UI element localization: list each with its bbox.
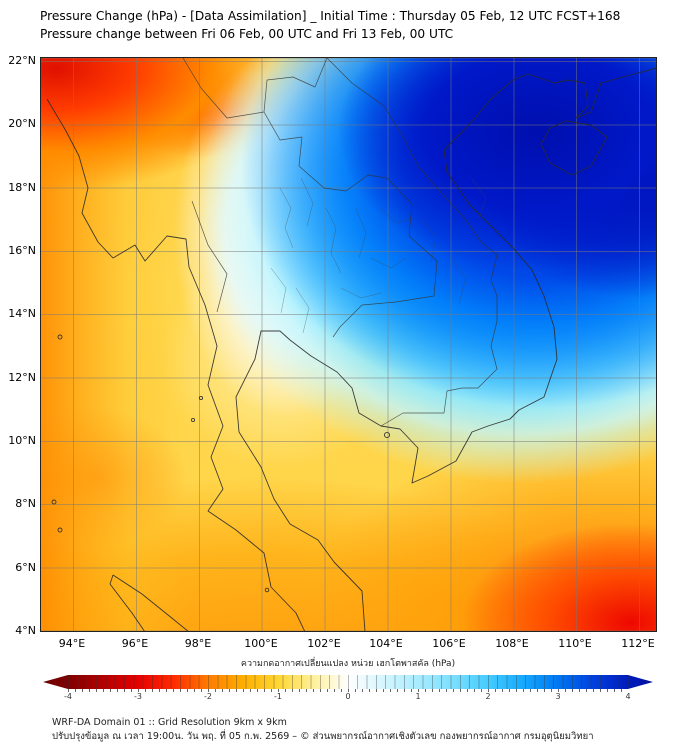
colorbar-tick: -3 bbox=[134, 692, 142, 701]
chart-title-line1: Pressure Change (hPa) - [Data Assimilati… bbox=[40, 9, 621, 23]
grid-overlay bbox=[41, 58, 656, 631]
province-lines bbox=[270, 177, 487, 334]
x-axis-label: 110°E bbox=[558, 637, 592, 650]
coastline-east bbox=[235, 73, 558, 631]
y-axis-label: 4°N bbox=[15, 624, 36, 637]
colorbar-tick: -2 bbox=[204, 692, 212, 701]
border-vietnam-laos bbox=[326, 58, 498, 427]
chart-title-line2: Pressure change between Fri 06 Feb, 00 U… bbox=[40, 27, 454, 41]
y-axis-label: 10°N bbox=[8, 434, 36, 447]
coastline-sumatra bbox=[109, 574, 189, 631]
footer-update-info: ปรับปรุงข้อมูล ณ เวลา 19:00น. วัน พฤ. ที… bbox=[52, 730, 594, 742]
colorbar-tick: 3 bbox=[555, 692, 561, 701]
x-axis-label: 94°E bbox=[58, 637, 86, 650]
map-canvas bbox=[40, 57, 657, 632]
island-penang bbox=[264, 587, 270, 593]
island-phuquoc bbox=[383, 431, 391, 439]
x-axis-label: 100°E bbox=[244, 637, 278, 650]
chart-title: Pressure Change (hPa) - [Data Assimilati… bbox=[40, 7, 620, 43]
coastline-china bbox=[527, 67, 656, 119]
footer: WRF-DA Domain 01 :: Grid Resolution 9km … bbox=[52, 716, 594, 743]
colorbar-tick: 4 bbox=[625, 692, 631, 701]
island-mergui-2 bbox=[190, 417, 196, 423]
coastlines-borders-svg bbox=[46, 58, 656, 631]
y-axis-label: 14°N bbox=[8, 307, 36, 320]
coastline-hainan bbox=[540, 120, 608, 176]
footer-domain-info: WRF-DA Domain 01 :: Grid Resolution 9km … bbox=[52, 717, 287, 728]
island-andaman-2 bbox=[51, 499, 57, 505]
y-axis-label: 6°N bbox=[15, 561, 36, 574]
colorbar-tick: 2 bbox=[485, 692, 491, 701]
y-axis-label: 22°N bbox=[8, 54, 36, 67]
y-axis-label: 20°N bbox=[8, 117, 36, 130]
y-axis-label: 16°N bbox=[8, 244, 36, 257]
colorbar-tick: 1 bbox=[415, 692, 421, 701]
x-axis-label: 98°E bbox=[184, 637, 212, 650]
border-north bbox=[182, 58, 328, 119]
y-axis-label: 18°N bbox=[8, 181, 36, 194]
x-axis-label: 108°E bbox=[495, 637, 529, 650]
x-axis-label: 102°E bbox=[307, 637, 341, 650]
y-axis-label: 8°N bbox=[15, 497, 36, 510]
coastline-west bbox=[46, 98, 306, 631]
border-thai-myanmar bbox=[191, 200, 228, 313]
island-mergui-1 bbox=[198, 395, 204, 401]
colorbar-tick: 0 bbox=[345, 692, 351, 701]
colorbar bbox=[43, 675, 653, 689]
island-andaman-1 bbox=[57, 334, 63, 340]
colorbar-tick: -1 bbox=[274, 692, 282, 701]
colorbar-label: ความกดอากาศเปลี่ยนแปลง หน่วย เฮกโตพาสคัล… bbox=[240, 659, 456, 669]
border-laos-mekong bbox=[263, 111, 438, 338]
island-andaman-3 bbox=[57, 527, 63, 533]
colorbar-tick: -4 bbox=[64, 692, 72, 701]
x-axis-label: 96°E bbox=[121, 637, 149, 650]
x-axis-label: 106°E bbox=[432, 637, 466, 650]
x-axis-label: 104°E bbox=[369, 637, 403, 650]
x-axis-label: 112°E bbox=[621, 637, 655, 650]
y-axis-label: 12°N bbox=[8, 371, 36, 384]
colorbar-minor-ticks bbox=[68, 689, 628, 692]
